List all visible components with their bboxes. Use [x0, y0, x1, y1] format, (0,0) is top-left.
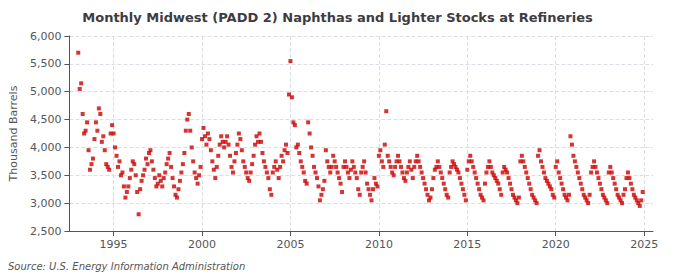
svg-text:2015: 2015 — [453, 238, 481, 251]
svg-text:2025: 2025 — [630, 238, 658, 251]
svg-text:Source: U.S. Energy Informatio: Source: U.S. Energy Information Administ… — [8, 261, 245, 272]
svg-text:6,000: 6,000 — [30, 30, 62, 43]
svg-text:Thousand Barrels: Thousand Barrels — [7, 85, 20, 182]
svg-text:Monthly Midwest (PADD 2) Napht: Monthly Midwest (PADD 2) Naphthas and Li… — [82, 10, 593, 25]
svg-text:3,000: 3,000 — [30, 197, 62, 210]
svg-text:3,500: 3,500 — [30, 169, 62, 182]
svg-text:4,000: 4,000 — [30, 141, 62, 154]
svg-text:2000: 2000 — [188, 238, 216, 251]
svg-text:5,500: 5,500 — [30, 57, 62, 70]
svg-text:2005: 2005 — [276, 238, 304, 251]
svg-text:2020: 2020 — [542, 238, 570, 251]
svg-text:2010: 2010 — [365, 238, 393, 251]
svg-text:4,500: 4,500 — [30, 113, 62, 126]
svg-text:5,000: 5,000 — [30, 85, 62, 98]
svg-text:1995: 1995 — [100, 238, 128, 251]
svg-text:2,500: 2,500 — [30, 225, 62, 238]
